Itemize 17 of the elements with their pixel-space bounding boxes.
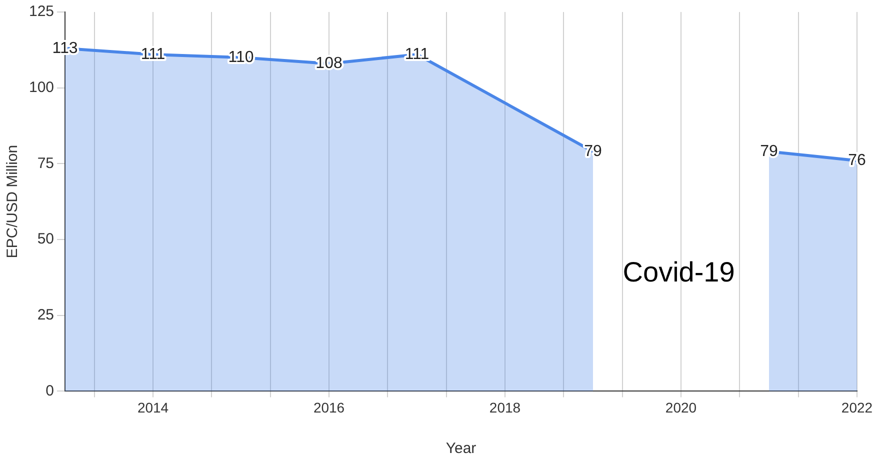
y-tick-label: 0: [46, 382, 54, 400]
x-tick-label: 2020: [665, 399, 697, 416]
x-tick-label: 2016: [313, 399, 345, 416]
y-tick-label: 125: [28, 3, 54, 20]
data-label: 79: [584, 142, 602, 160]
data-label: 79: [760, 142, 778, 160]
y-tick-label: 25: [37, 306, 54, 324]
y-tick-label: 100: [28, 78, 54, 96]
y-tick-label: 50: [37, 230, 54, 248]
x-axis-title: Year: [446, 440, 476, 458]
x-tick-label: 2018: [489, 399, 521, 416]
data-label: 76: [848, 152, 866, 170]
annotation: Covid-19: [622, 256, 735, 288]
x-tick-label: 2014: [137, 399, 169, 416]
x-tick-label: 2022: [841, 399, 873, 416]
y-tick-label: 75: [37, 154, 54, 172]
y-axis-title: EPC/USD Million: [4, 144, 22, 258]
